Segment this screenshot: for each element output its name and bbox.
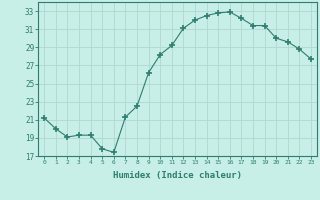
X-axis label: Humidex (Indice chaleur): Humidex (Indice chaleur)	[113, 171, 242, 180]
